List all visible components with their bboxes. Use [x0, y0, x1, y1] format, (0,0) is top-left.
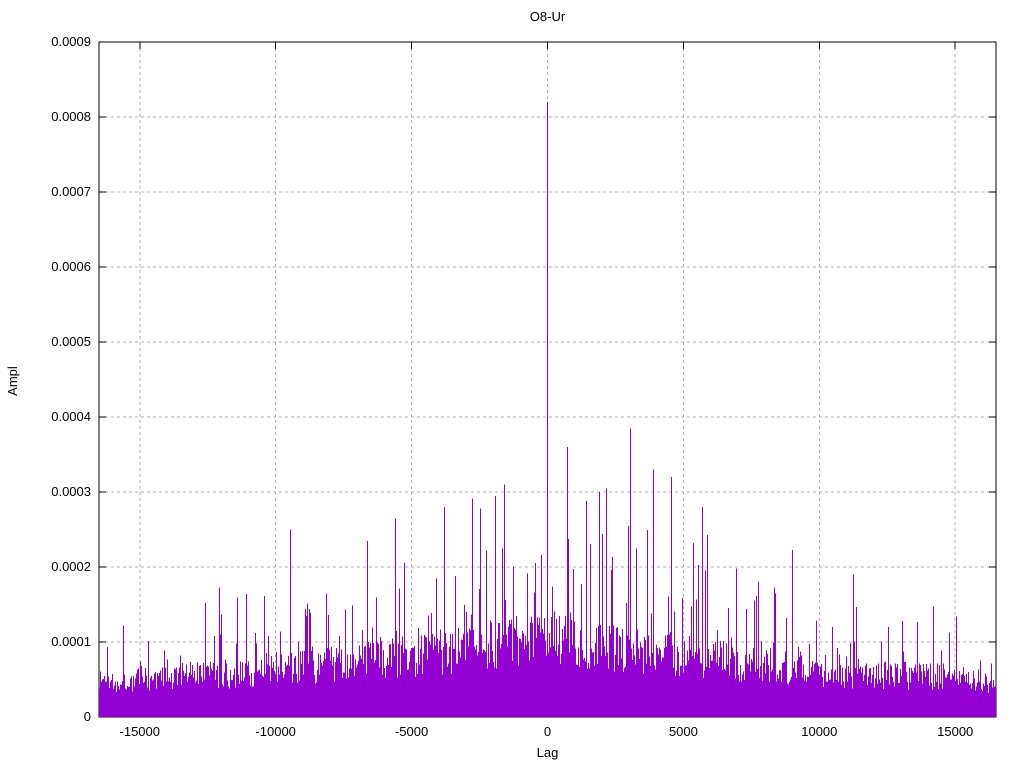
y-tick-label: 0.0007 — [51, 184, 91, 199]
x-tick-label: -15000 — [119, 724, 160, 739]
x-axis-label: Lag — [536, 745, 559, 760]
y-tick-label: 0.0005 — [51, 334, 91, 349]
y-tick-label: 0.0001 — [51, 634, 91, 649]
x-tick-label: 15000 — [937, 724, 974, 739]
chart-title: O8-Ur — [529, 9, 566, 24]
x-tick-label: 10000 — [801, 724, 838, 739]
y-tick-label: 0.0003 — [51, 484, 91, 499]
y-tick-label: 0.0009 — [51, 34, 91, 49]
x-tick-label: -5000 — [394, 724, 429, 739]
y-tick-label: 0.0006 — [51, 259, 91, 274]
y-tick-label: 0.0002 — [51, 559, 91, 574]
x-tick-label: 5000 — [668, 724, 698, 739]
y-tick-label: 0.0008 — [51, 109, 91, 124]
y-tick-label: 0.0004 — [51, 409, 91, 424]
x-tick-label: -10000 — [255, 724, 296, 739]
y-tick-label: 0 — [83, 709, 91, 724]
x-tick-label: 0 — [543, 724, 552, 739]
